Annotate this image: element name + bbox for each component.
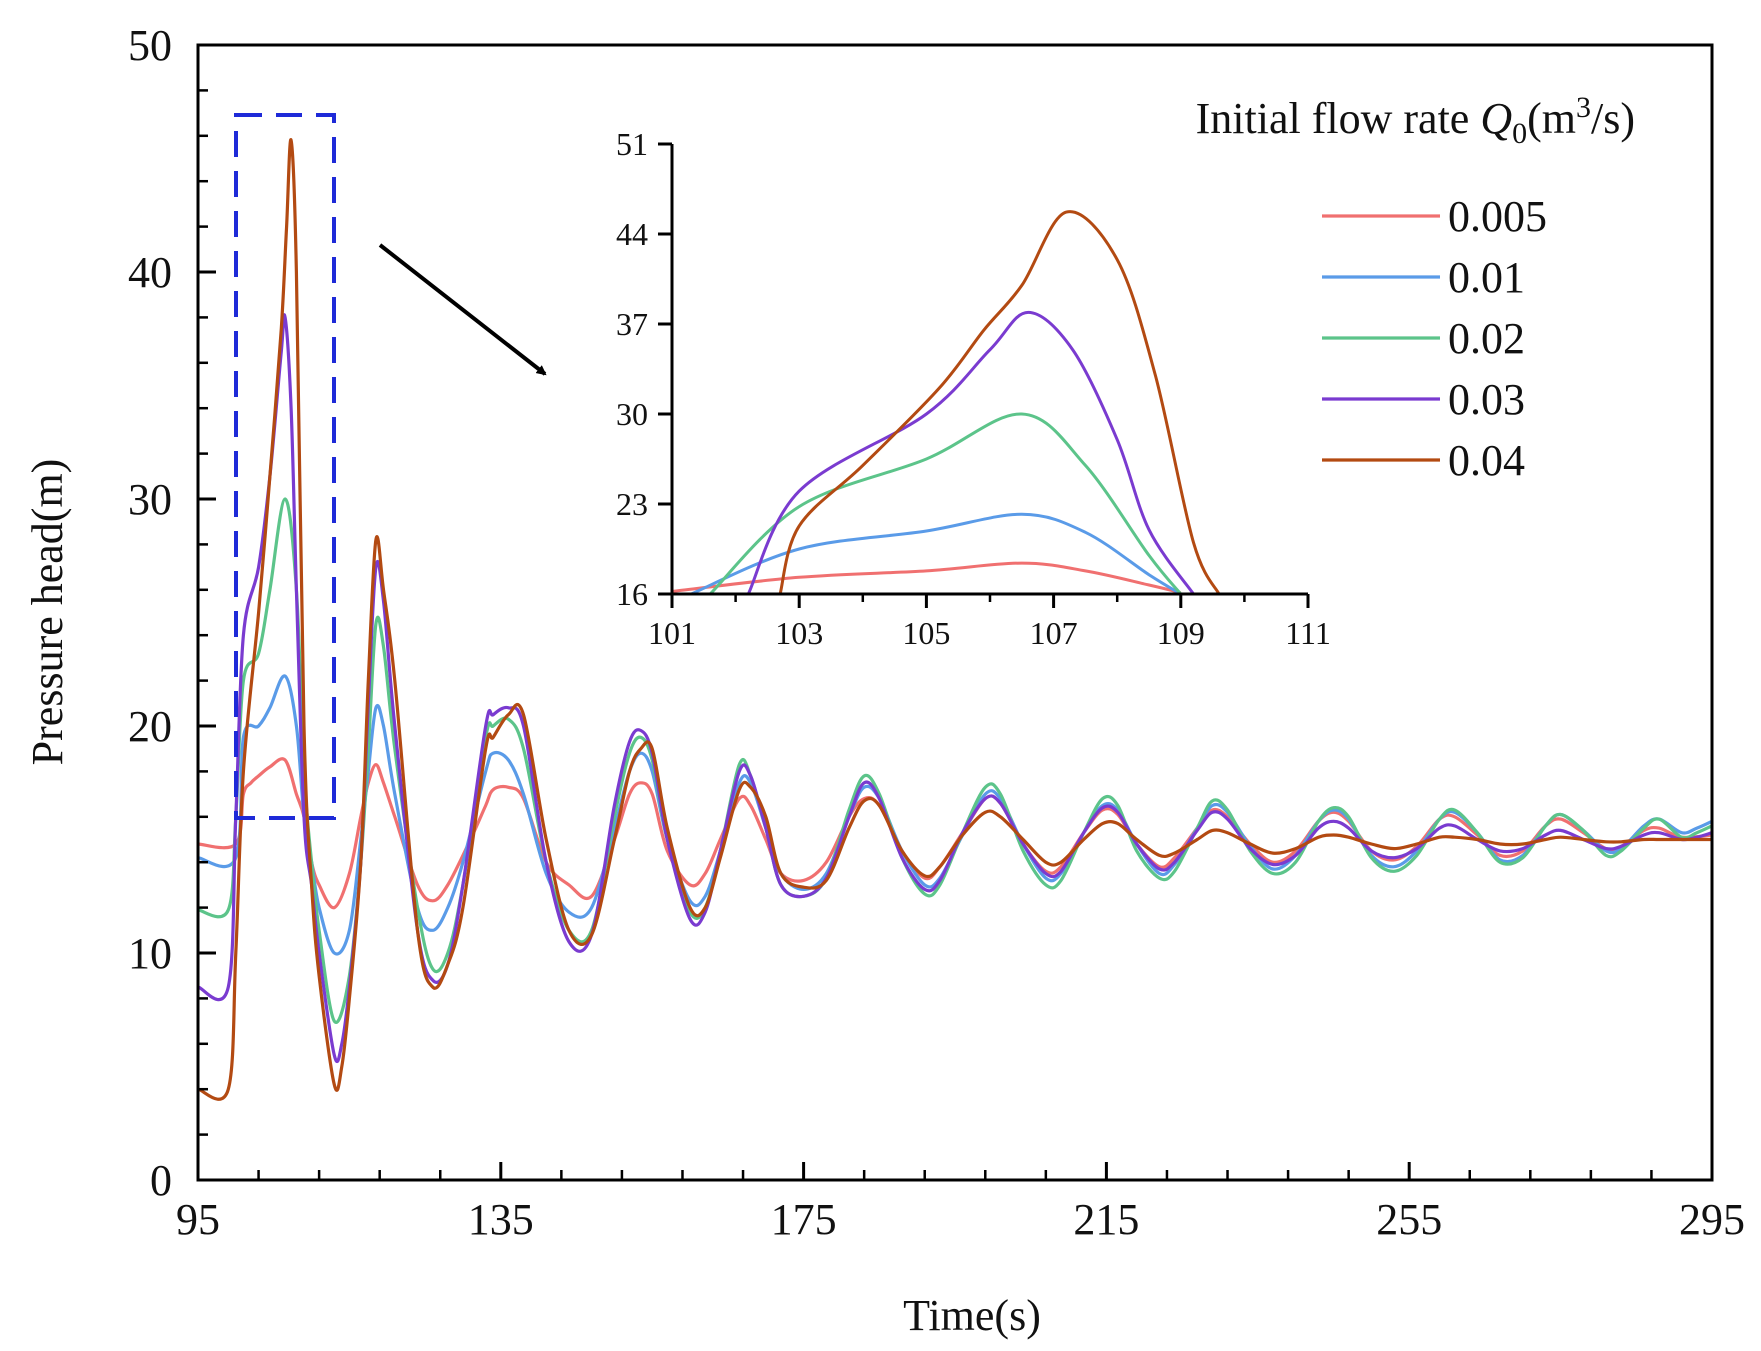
inset-series-line-0.03	[746, 310, 1195, 594]
y-tick-label-40: 40	[128, 248, 172, 297]
inset-series-line-0.01	[690, 512, 1182, 594]
legend-label-0.005: 0.005	[1448, 192, 1547, 241]
x-tick-label-295: 295	[1679, 1195, 1745, 1244]
x-axis-label: Time(s)	[903, 1291, 1041, 1340]
inset-chart: 101 103 105 107 109 111 16 23 30 37 44 51	[616, 126, 1331, 651]
y-tick-label-0: 0	[150, 1156, 172, 1205]
legend-title-units-sup: 3	[1576, 91, 1591, 124]
y-tick-label-20: 20	[128, 702, 172, 751]
inset-x-tick-label-103: 103	[775, 615, 823, 651]
y-tick-label-10: 10	[128, 929, 172, 978]
series-line-0.005	[198, 757, 1712, 910]
legend-label-0.01: 0.01	[1448, 253, 1525, 302]
inset-x-tick-label-101: 101	[648, 615, 696, 651]
series-line-0.01	[198, 674, 1712, 956]
y-axis-label: Pressure head(m)	[23, 459, 72, 766]
main-plot-frame	[196, 43, 1714, 1182]
inset-y-tick-label-44: 44	[616, 216, 648, 252]
inset-ticks-group: 101 103 105 107 109 111 16 23 30 37 44 51	[616, 126, 1331, 651]
legend-title-units-close: /s)	[1591, 94, 1635, 143]
x-tick-label-95: 95	[176, 1195, 220, 1244]
inset-series-line-0.04	[778, 210, 1221, 594]
y-tick-label-30: 30	[128, 475, 172, 524]
legend-title-units-open: (m	[1527, 94, 1576, 143]
series-line-0.04	[198, 138, 1712, 1101]
inset-y-tick-label-23: 23	[616, 486, 648, 522]
y-tick-label-50: 50	[128, 21, 172, 70]
legend-title: Initial flow rate Q0(m3/s)	[1196, 91, 1635, 150]
main-series-group	[198, 138, 1712, 1101]
x-tick-label-215: 215	[1073, 1195, 1139, 1244]
legend-items: 0.005 0.01 0.02 0.03 0.04	[1322, 192, 1547, 485]
inset-y-tick-label-51: 51	[616, 126, 648, 162]
inset-x-tick-label-111: 111	[1285, 615, 1331, 651]
inset-x-tick-label-109: 109	[1157, 615, 1205, 651]
inset-x-tick-label-105: 105	[902, 615, 950, 651]
legend-label-0.03: 0.03	[1448, 375, 1525, 424]
legend-label-0.02: 0.02	[1448, 314, 1525, 363]
legend-label-0.04: 0.04	[1448, 436, 1525, 485]
legend: Initial flow rate Q0(m3/s) 0.005 0.01 0.02…	[1196, 91, 1635, 485]
legend-title-symbol: Q	[1480, 94, 1512, 143]
inset-series-group	[672, 210, 1221, 594]
inset-series-line-0.005	[672, 561, 1182, 594]
series-line-0.03	[198, 313, 1712, 1063]
inset-y-tick-label-37: 37	[616, 306, 648, 342]
x-tick-label-255: 255	[1376, 1195, 1442, 1244]
legend-title-text: Initial flow rate	[1196, 94, 1481, 143]
x-tick-label-135: 135	[468, 1195, 534, 1244]
inset-series-line-0.02	[709, 412, 1182, 594]
zoom-arrow	[378, 243, 547, 376]
x-tick-label-175: 175	[771, 1195, 837, 1244]
inset-x-tick-label-107: 107	[1030, 615, 1078, 651]
inset-y-tick-label-16: 16	[616, 576, 648, 612]
inset-background	[672, 144, 1308, 594]
legend-title-subscript: 0	[1512, 117, 1527, 150]
inset-y-tick-label-30: 30	[616, 396, 648, 432]
zoom-region-box	[234, 113, 336, 820]
